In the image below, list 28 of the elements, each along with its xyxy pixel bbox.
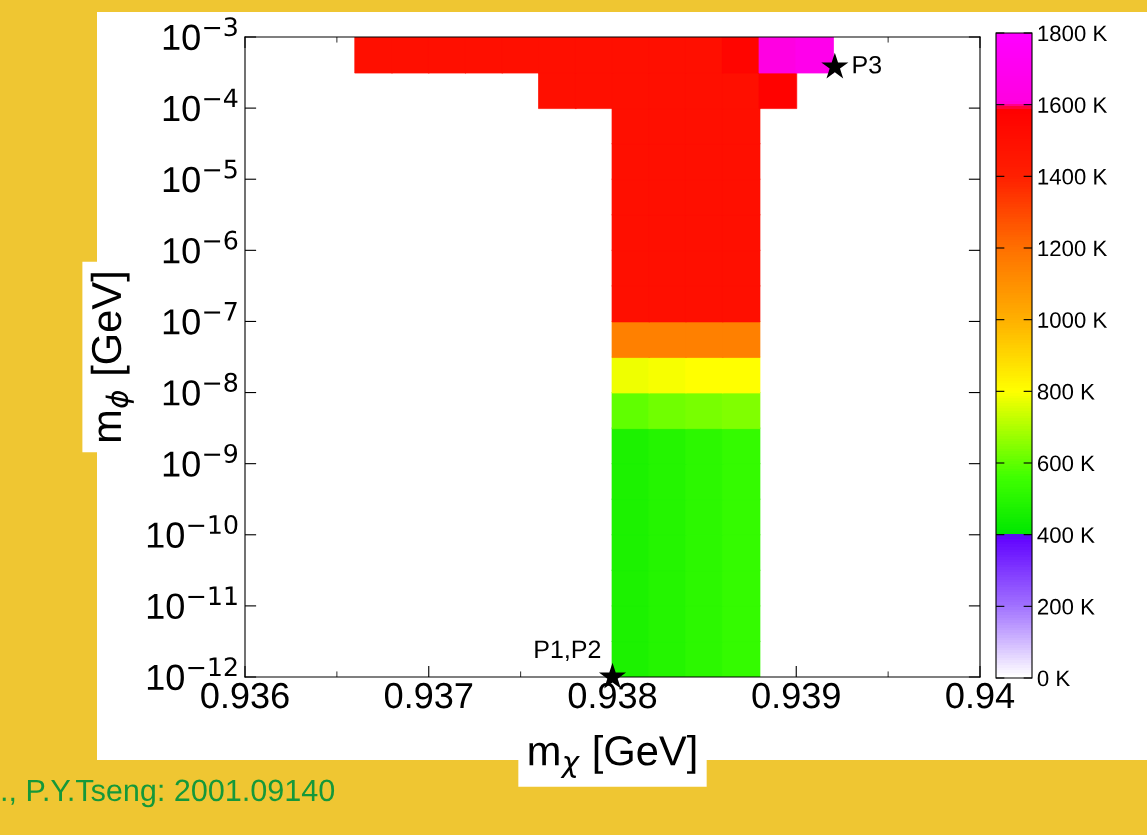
y-tick-label: 10$^{−7}$	[163, 302, 237, 335]
x-axis-title: m$_{χ}$ [GeV]	[529, 734, 696, 779]
y-axis-title: m$_{ϕ}$ [GeV]	[90, 273, 134, 442]
color-bar-label: 600 K	[1037, 455, 1095, 472]
y-tick-label: 10$^{−4}$	[163, 88, 238, 122]
annotation: P3	[853, 55, 881, 74]
y-tick-label: 10$^{−6}$	[163, 230, 238, 264]
x-tick-label: 0.939	[752, 682, 840, 709]
color-bar-label: 1200 K	[1038, 240, 1108, 257]
color-bar-label: 200 K	[1037, 598, 1095, 615]
color-bar-label: 400 K	[1037, 527, 1095, 543]
color-bar-label: 1400 K	[1038, 168, 1108, 185]
y-tick-label: 10$^{−9}$	[163, 443, 238, 477]
y-tick-label: 10$^{−10}$	[147, 515, 238, 548]
x-tick-label: 0.94	[946, 682, 1015, 709]
x-tick-label: 0.937	[384, 682, 473, 709]
color-bar-label: 1600 K	[1038, 97, 1108, 113]
y-tick-label: 10$^{−11}$	[147, 586, 237, 620]
x-tick-label: 0.938	[568, 682, 657, 709]
color-bar-label: 0 K	[1037, 670, 1070, 687]
y-tick-label: 10$^{−5}$	[163, 159, 237, 193]
color-bar-label: 1800 K	[1038, 25, 1108, 42]
color-bar-label: 800 K	[1037, 383, 1095, 400]
text: ., P.Y.Tseng: 2001.09140	[2, 779, 335, 808]
color-bar-label: 1000 K	[1038, 312, 1108, 328]
annotation: P1,P2	[535, 640, 601, 662]
y-tick-label: 10$^{−3}$	[163, 17, 237, 51]
y-tick-label: 10$^{−8}$	[163, 372, 238, 406]
